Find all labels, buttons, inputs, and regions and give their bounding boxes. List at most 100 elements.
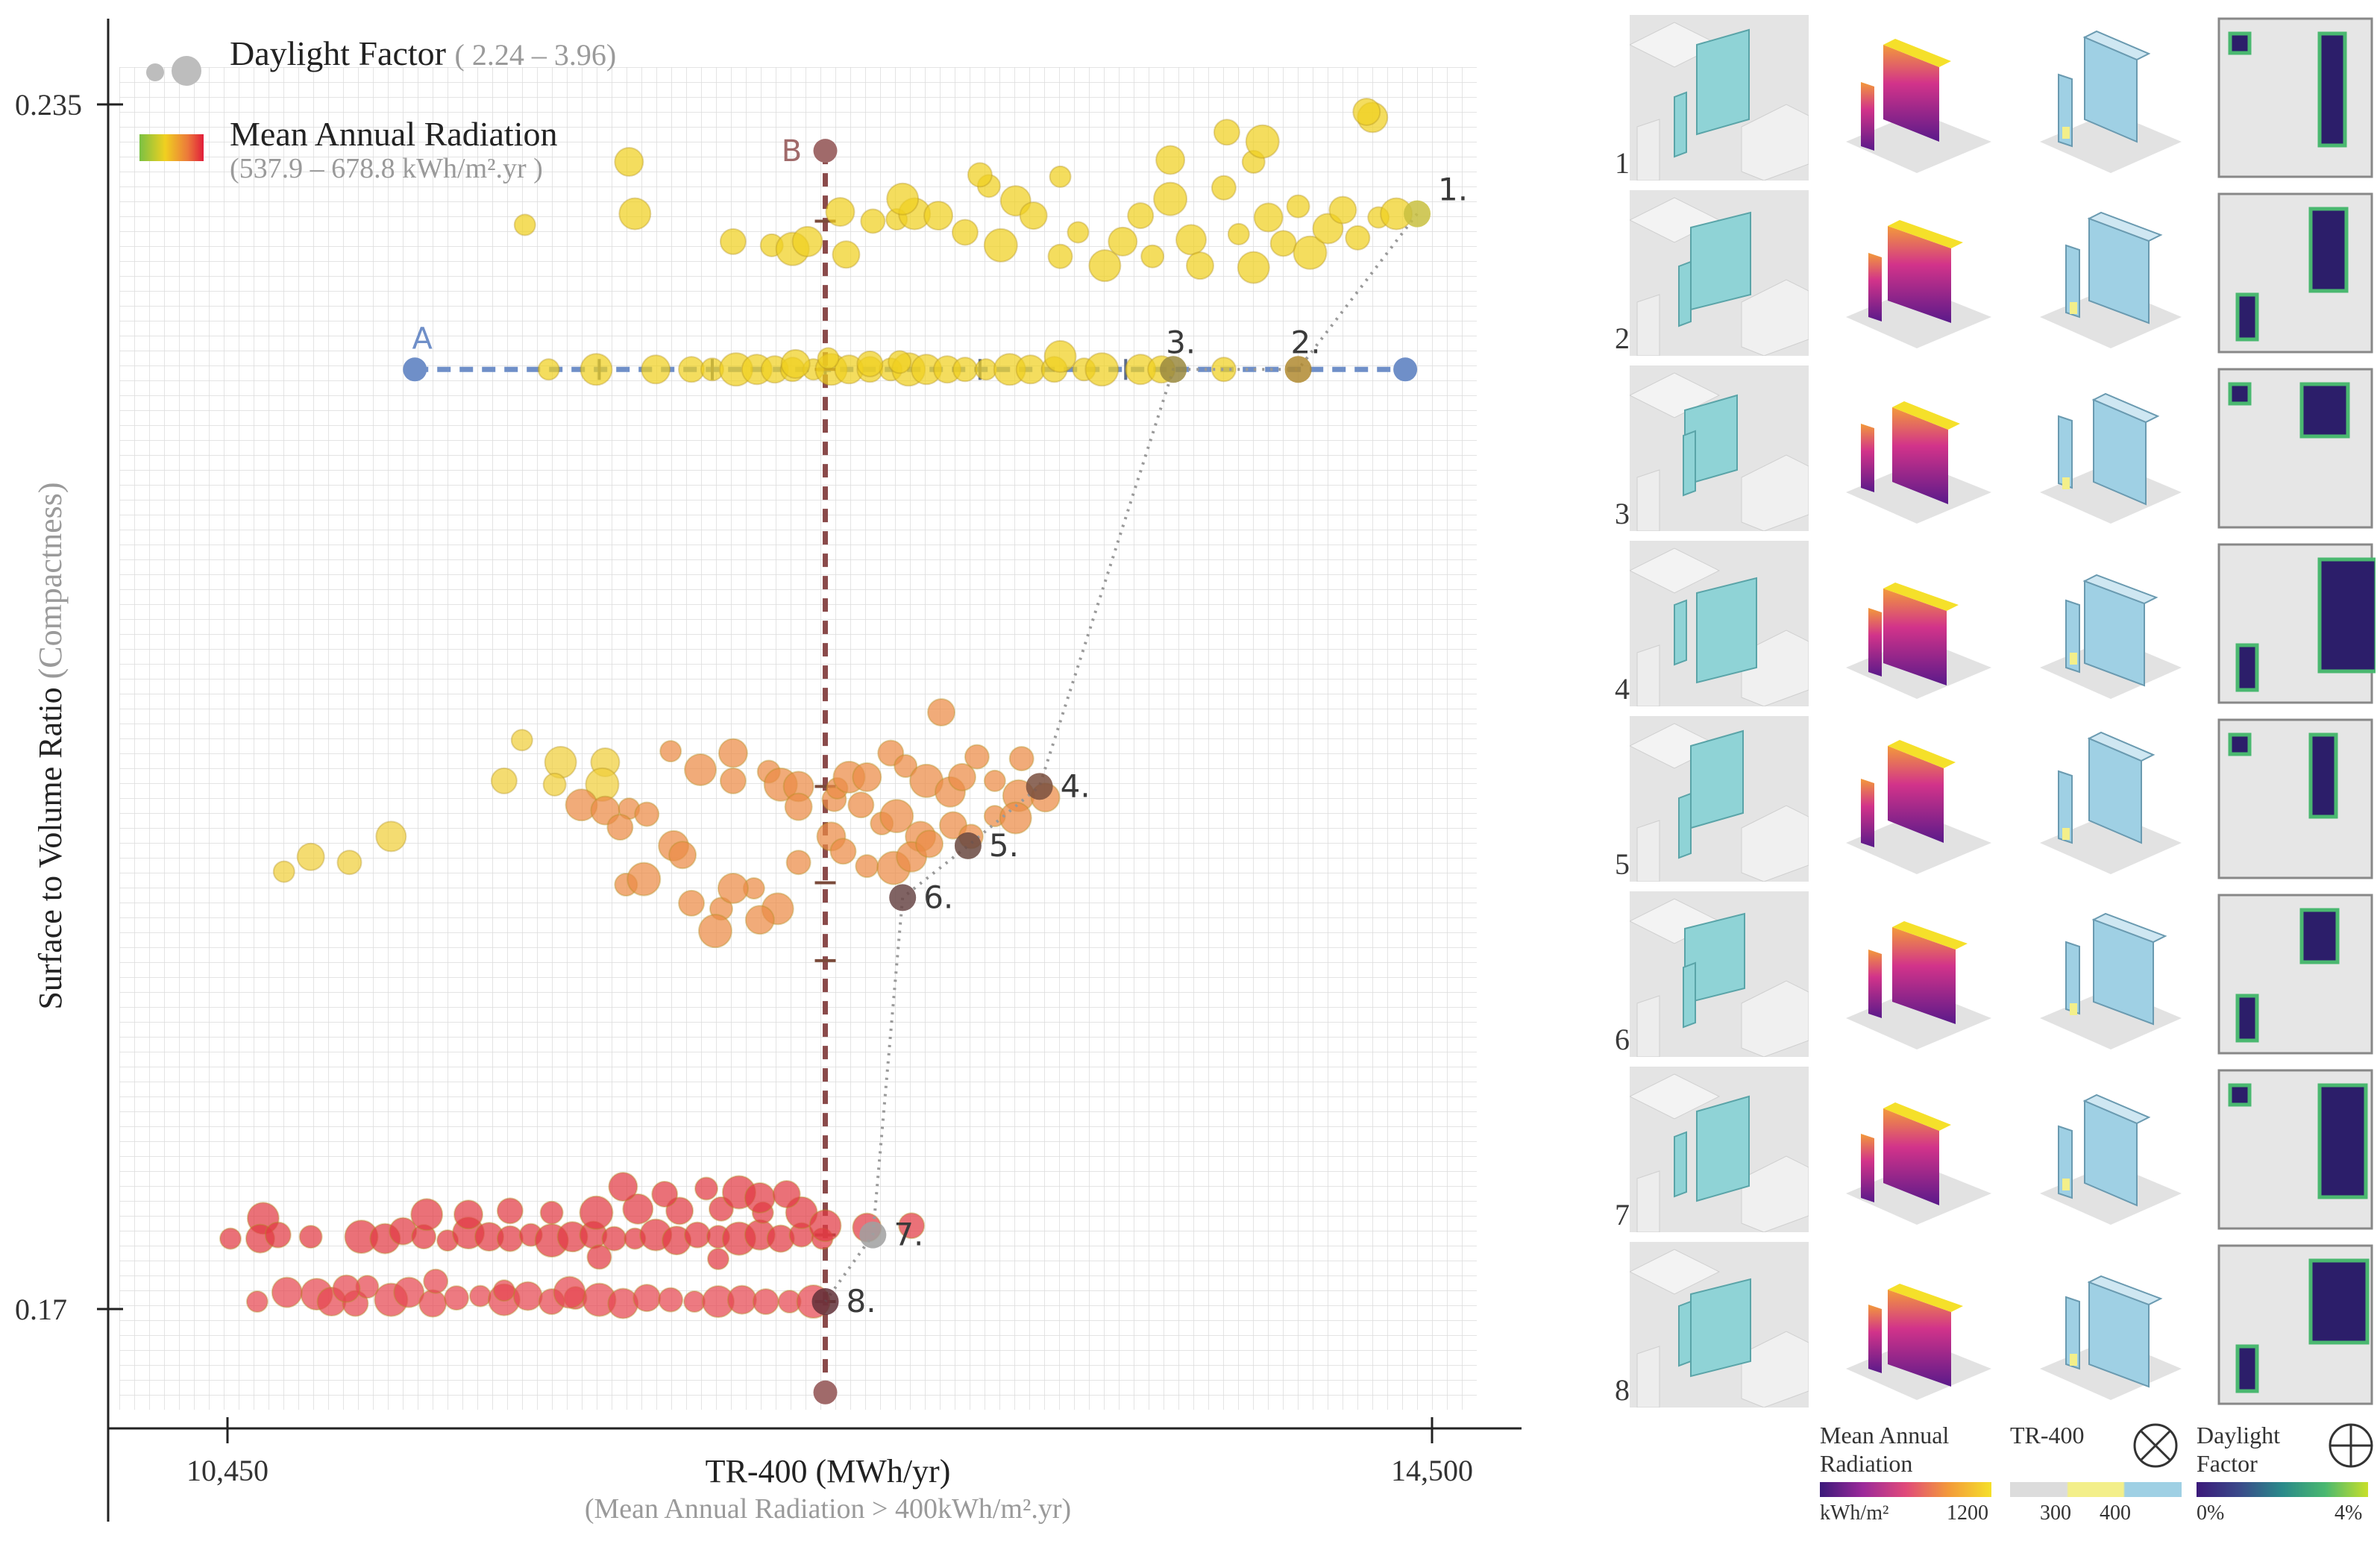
data-point-red-lower	[683, 1290, 706, 1314]
thumbnail-context-view	[1628, 716, 1809, 882]
x-tick-label-max: 14,500	[1391, 1454, 1473, 1487]
axis-b-start-marker	[813, 139, 838, 163]
data-point-top	[1328, 195, 1357, 225]
thumbnail-row: 7.	[1615, 1067, 2380, 1233]
data-point-top	[1227, 222, 1250, 245]
data-point-middle	[580, 353, 613, 386]
plot-grid	[119, 67, 1477, 1410]
data-point-top	[967, 162, 993, 188]
tr400-gradient-bar	[2010, 1482, 2182, 1497]
thumbnail-daylight-plan	[2215, 891, 2376, 1057]
highlight-points: 1. 2. 3. 4. 5. 6. 7. 8.	[811, 172, 1468, 1319]
data-point-middle	[1211, 357, 1237, 383]
daylight-scale-min: 0%	[2197, 1501, 2225, 1525]
data-point-red-upper	[706, 1247, 729, 1270]
thumbnail-row: 3.	[1615, 365, 2380, 532]
daylight-scale-max: 4%	[2335, 1501, 2363, 1525]
data-point-orange	[717, 872, 749, 904]
data-point-top	[1345, 225, 1371, 251]
data-point-orange	[999, 801, 1032, 835]
data-point-top	[1237, 251, 1270, 284]
data-point-red-upper	[608, 1172, 638, 1202]
data-point-red-upper	[808, 1209, 842, 1243]
axis-b-label: B	[782, 134, 802, 169]
data-point-orange	[964, 744, 990, 770]
legend-daylight-scale: Daylight Factor 0% 4%	[2197, 1421, 2379, 1533]
data-point-orange	[684, 753, 718, 786]
x-axis-sublabel: (Mean Annual Radiation > 400kWh/m².yr)	[585, 1493, 1071, 1525]
radiation-legend-range: (537.9 – 678.8 kWh/m².yr )	[230, 153, 543, 184]
data-point-orange	[744, 905, 775, 935]
y-axis-label: Surface to Volume Ratio	[32, 687, 69, 1009]
data-point-red-lower	[423, 1268, 449, 1294]
thumbnail-daylight-plan	[2215, 541, 2379, 706]
tr400-scale-max: 400	[2100, 1501, 2131, 1525]
data-point-red-lower	[752, 1288, 779, 1316]
thumbnail-tr400-view	[2032, 190, 2189, 356]
thumbnail-context-view	[1628, 15, 1809, 181]
data-point-top	[719, 227, 747, 255]
data-point-top	[614, 147, 644, 178]
data-point-orange	[938, 811, 967, 840]
data-point-top	[1269, 230, 1297, 257]
data-point-red-lower	[658, 1287, 684, 1313]
data-point-top	[1352, 97, 1381, 126]
highlight-label-6: 6.	[923, 879, 953, 915]
data-point-red-upper	[651, 1180, 679, 1208]
thumbnail-grid: 1. 2. 3. 4. 5. 6. 7. 8.	[1615, 15, 2380, 1417]
data-point-orange	[852, 762, 882, 792]
thumbnail-context-view	[1628, 1242, 1809, 1408]
data-point-top	[1185, 251, 1214, 280]
data-point-top	[513, 213, 536, 236]
thumbnail-row: 4.	[1615, 541, 2380, 707]
radiation-scale-unit: kWh/m²	[1820, 1501, 1889, 1525]
radiation-gradient-bar	[1820, 1482, 1991, 1497]
data-point-top	[1019, 201, 1048, 230]
data-point-red-upper	[694, 1176, 719, 1201]
data-point-top	[886, 182, 920, 216]
data-point-middle	[1015, 354, 1046, 385]
data-point-red-upper	[898, 1212, 926, 1240]
highlight-label-4: 4.	[1061, 768, 1090, 804]
data-point-red-upper	[298, 1225, 323, 1249]
data-point-orange	[947, 762, 976, 791]
data-point-lower-yellow	[375, 820, 407, 853]
axis-a-start-marker	[403, 357, 427, 382]
thumbnail-radiation-view	[1831, 365, 2003, 531]
data-point-red-upper	[579, 1195, 614, 1230]
data-point-lower-yellow	[272, 860, 295, 883]
data-point-red-lower	[393, 1276, 425, 1308]
data-point-red-upper	[496, 1197, 524, 1225]
data-point-red-upper	[496, 1225, 524, 1252]
thumbnail-daylight-plan	[2215, 365, 2376, 531]
legend-tr400-scale: TR-400 300 400	[2010, 1421, 2189, 1533]
data-point-red-lower	[332, 1274, 361, 1303]
scatter-chart: 0.235 0.17 10,450 14,500 TR-400 (MWh/yr)…	[15, 19, 1522, 1525]
data-point-red-upper	[586, 1244, 612, 1270]
data-point-top	[1108, 226, 1138, 257]
radiation-legend-label: Mean Annual Radiation	[230, 115, 557, 153]
data-point-red-lower	[632, 1284, 662, 1313]
daylight-symbol-icon	[2329, 1423, 2373, 1468]
data-point-orange	[659, 740, 682, 763]
data-point-red-upper	[539, 1200, 564, 1225]
thumbnail-row: 1.	[1615, 15, 2380, 181]
y-tick-label-max: 0.235	[15, 88, 82, 122]
data-point-middle	[1043, 339, 1077, 373]
highlight-label-8: 8.	[847, 1283, 876, 1319]
legend-size-small	[146, 63, 164, 81]
thumbnail-daylight-plan	[2215, 716, 2376, 882]
thumbnail-daylight-plan	[2215, 1242, 2376, 1408]
data-point-red-upper	[622, 1193, 654, 1225]
data-point-orange	[915, 829, 944, 859]
data-point-red-upper	[219, 1227, 242, 1250]
data-point-orange	[634, 801, 660, 827]
data-point-middle	[678, 356, 706, 383]
data-point-orange	[785, 850, 811, 876]
data-point-orange	[678, 889, 706, 917]
thumbnail-context-view	[1628, 891, 1809, 1058]
data-point-red-upper	[665, 1196, 694, 1226]
data-point-orange	[697, 914, 732, 949]
legend-daylight-title: Daylight Factor	[2197, 1422, 2280, 1477]
data-point-middle	[856, 350, 884, 377]
